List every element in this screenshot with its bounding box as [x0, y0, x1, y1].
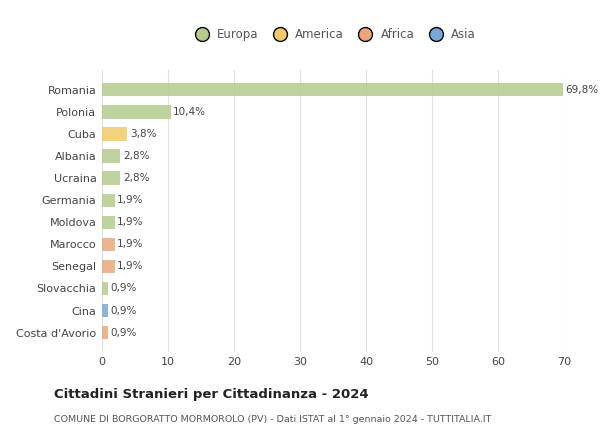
Text: 0,9%: 0,9%: [110, 305, 137, 315]
Text: COMUNE DI BORGORATTO MORMOROLO (PV) - Dati ISTAT al 1° gennaio 2024 - TUTTITALIA: COMUNE DI BORGORATTO MORMOROLO (PV) - Da…: [54, 415, 491, 425]
Text: Cittadini Stranieri per Cittadinanza - 2024: Cittadini Stranieri per Cittadinanza - 2…: [54, 388, 368, 401]
Text: 1,9%: 1,9%: [117, 217, 143, 227]
Text: 0,9%: 0,9%: [110, 283, 137, 293]
Text: 1,9%: 1,9%: [117, 261, 143, 271]
Bar: [102, 83, 563, 96]
Bar: [102, 105, 170, 118]
Text: 2,8%: 2,8%: [123, 151, 149, 161]
Bar: [102, 260, 115, 273]
Text: 1,9%: 1,9%: [117, 195, 143, 205]
Bar: [102, 194, 115, 207]
Bar: [102, 282, 108, 295]
Bar: [102, 326, 108, 339]
Bar: [102, 238, 115, 251]
Bar: [102, 127, 127, 140]
Legend: Europa, America, Africa, Asia: Europa, America, Africa, Asia: [188, 26, 478, 43]
Bar: [102, 172, 121, 185]
Bar: [102, 304, 108, 317]
Bar: [102, 150, 121, 163]
Text: 3,8%: 3,8%: [130, 129, 156, 139]
Text: 1,9%: 1,9%: [117, 239, 143, 249]
Text: 10,4%: 10,4%: [173, 107, 206, 117]
Text: 2,8%: 2,8%: [123, 173, 149, 183]
Bar: [102, 216, 115, 229]
Text: 0,9%: 0,9%: [110, 327, 137, 337]
Text: 69,8%: 69,8%: [565, 85, 598, 95]
